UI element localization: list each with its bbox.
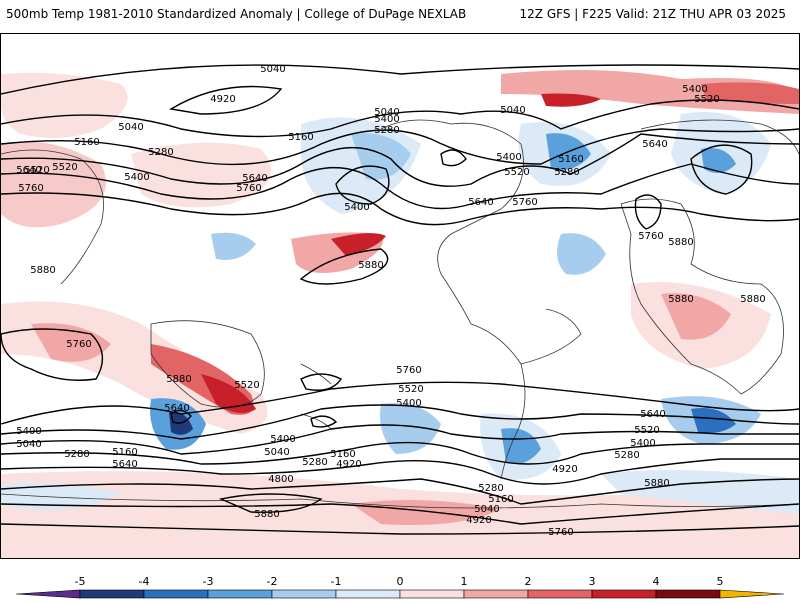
colorbar-tick-label: -5	[74, 575, 86, 588]
contour-label: 5400	[16, 426, 41, 437]
contour-label: 5760	[548, 527, 573, 538]
contour-label: 5520	[634, 425, 659, 436]
contour-label: 5040	[16, 439, 41, 450]
colorbar-tick-label: 3	[588, 575, 596, 588]
contour-label: 4920	[336, 459, 361, 470]
colorbar-tick-label: 0	[396, 575, 404, 588]
contour-label: 5280	[478, 483, 503, 494]
contour-labels: 5040 4920 5040 5160 5280 5400 5520 5640 …	[16, 64, 765, 538]
colorbar-segment	[335, 589, 401, 599]
contour-label: 5640	[112, 459, 137, 470]
contour-label: 5520	[694, 94, 719, 105]
contour-label: 5280	[64, 449, 89, 460]
contour-label: 4920	[210, 94, 235, 105]
contour-label: 5880	[740, 294, 765, 305]
contour-label: 5400	[682, 84, 707, 95]
contour-label: 4800	[268, 474, 293, 485]
contour-label: 5520	[52, 162, 77, 173]
contour-label: 5040	[260, 64, 285, 75]
contour-label: 4920	[466, 515, 491, 526]
contour-label: 5880	[166, 374, 191, 385]
contour-label: 5160	[558, 154, 583, 165]
contour-label: 5400	[124, 172, 149, 183]
contour-label: 5280	[148, 147, 173, 158]
contour-label: 5160	[488, 494, 513, 505]
colorbar-segment	[79, 589, 145, 599]
colorbar	[0, 572, 800, 600]
contour-label: 5280	[374, 125, 399, 136]
contour-label: 5160	[74, 137, 99, 148]
colorbar-segment	[143, 589, 209, 599]
contour-label: 5160	[330, 449, 355, 460]
contour-label: 5280	[554, 167, 579, 178]
coastlines	[1, 119, 799, 509]
contour-label: 5400	[374, 114, 399, 125]
contour-label: 5040	[474, 504, 499, 515]
contour-label: 5400	[344, 202, 369, 213]
contour-label: 5760	[638, 231, 663, 242]
contour-label: 5280	[302, 457, 327, 468]
colorbar-tick-label: 5	[716, 575, 724, 588]
header-bar: 500mb Temp 1981-2010 Standardized Anomal…	[0, 0, 800, 32]
contour-label: 5640	[642, 139, 667, 150]
contour-label: 5040	[500, 105, 525, 116]
colorbar-tick-label: 4	[652, 575, 660, 588]
colorbar-segment	[527, 589, 593, 599]
colorbar-tick-label: -3	[202, 575, 214, 588]
contour-label: 5400	[496, 152, 521, 163]
colorbar-tick-label: -1	[330, 575, 342, 588]
contour-label: 5760	[66, 339, 91, 350]
map-panel: 5040 4920 5040 5160 5280 5400 5520 5640 …	[0, 33, 800, 559]
contour-label: 5880	[644, 478, 669, 489]
colorbar-tick-label: -4	[138, 575, 150, 588]
colorbar-segment	[591, 589, 657, 599]
colorbar-tick-label: 1	[460, 575, 468, 588]
map-title: 500mb Temp 1981-2010 Standardized Anomal…	[6, 7, 467, 21]
colorbar-segment	[719, 589, 785, 599]
anomaly-map: 5040 4920 5040 5160 5280 5400 5520 5640 …	[1, 64, 799, 558]
contour-label: 5760	[236, 183, 261, 194]
contour-label: 5520	[398, 384, 423, 395]
height-contours	[1, 64, 799, 535]
colorbar-segment	[399, 589, 465, 599]
colorbar-segment	[15, 589, 81, 599]
contour-label: 5880	[358, 260, 383, 271]
contour-label: 5640	[164, 403, 189, 414]
contour-label: 5280	[614, 450, 639, 461]
contour-label: 5760	[512, 197, 537, 208]
colorbar-segment	[207, 589, 273, 599]
contour-label: 5040	[374, 107, 399, 118]
contour-label: 5880	[30, 265, 55, 276]
contour-label: 5520	[504, 167, 529, 178]
contour-label: 5400	[396, 398, 421, 409]
colorbar-scale	[15, 589, 785, 599]
contour-label: 5640	[16, 165, 41, 176]
contour-label: 5520	[234, 380, 259, 391]
contour-label: 5160	[288, 132, 313, 143]
contour-label: 5040	[264, 447, 289, 458]
contour-label: 5760	[18, 183, 43, 194]
contour-label: 5880	[668, 294, 693, 305]
contour-label: 5160	[112, 447, 137, 458]
anomaly-shading	[1, 70, 799, 558]
contour-label: 5640	[640, 409, 665, 420]
colorbar-segment	[655, 589, 721, 599]
contour-label: 5880	[668, 237, 693, 248]
colorbar-segment	[271, 589, 337, 599]
colorbar-segment	[463, 589, 529, 599]
contour-label: 5400	[630, 438, 655, 449]
contour-label: 5400	[270, 434, 295, 445]
model-run-info: 12Z GFS | F225 Valid: 21Z THU APR 03 202…	[519, 7, 786, 21]
contour-label: 4920	[552, 464, 577, 475]
contour-label: 5520	[24, 165, 49, 176]
colorbar-tick-label: 2	[524, 575, 532, 588]
contour-label: 5040	[118, 122, 143, 133]
contour-label: 5880	[254, 509, 279, 520]
contour-label: 5640	[468, 197, 493, 208]
colorbar-tick-label: -2	[266, 575, 278, 588]
contour-label: 5640	[242, 173, 267, 184]
contour-label: 5760	[396, 365, 421, 376]
